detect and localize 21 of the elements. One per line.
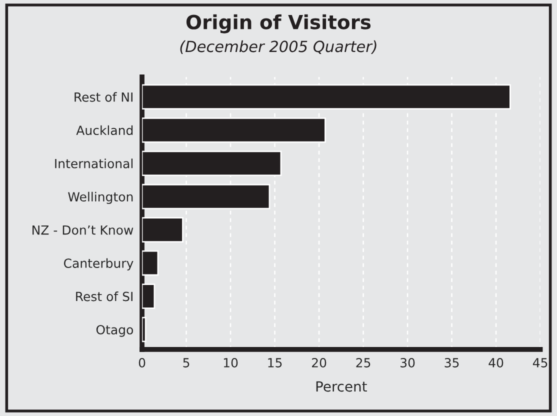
x-tick-label: 15: [268, 358, 282, 368]
y-tick-label: International: [55, 158, 133, 168]
x-tick-label: 35: [444, 358, 459, 368]
x-tick-label: 5: [183, 358, 190, 368]
x-axis-title: Percent: [316, 381, 367, 392]
x-tick-label: 10: [224, 358, 238, 368]
y-tick-label: Auckland: [76, 125, 133, 136]
x-tick-label: 0: [138, 358, 146, 368]
x-tick-label: 20: [312, 358, 326, 368]
chart-title: Origin of Visitors: [186, 14, 371, 34]
y-tick-label: NZ - Don’t Know: [32, 225, 134, 235]
y-tick-label: Rest of SI: [76, 292, 132, 302]
chart-subtitle: (December 2005 Quarter): [180, 40, 376, 54]
x-tick-label: 40: [488, 358, 504, 368]
x-tick-label: 45: [532, 358, 548, 368]
y-tick-label: Rest of NI: [74, 92, 132, 102]
x-tick-label: 30: [400, 358, 415, 368]
y-tick-label: Canterbury: [64, 258, 134, 270]
y-tick-label: Otago: [96, 324, 134, 337]
x-tick-label: 25: [356, 358, 370, 368]
y-tick-label: Wellington: [68, 192, 133, 204]
